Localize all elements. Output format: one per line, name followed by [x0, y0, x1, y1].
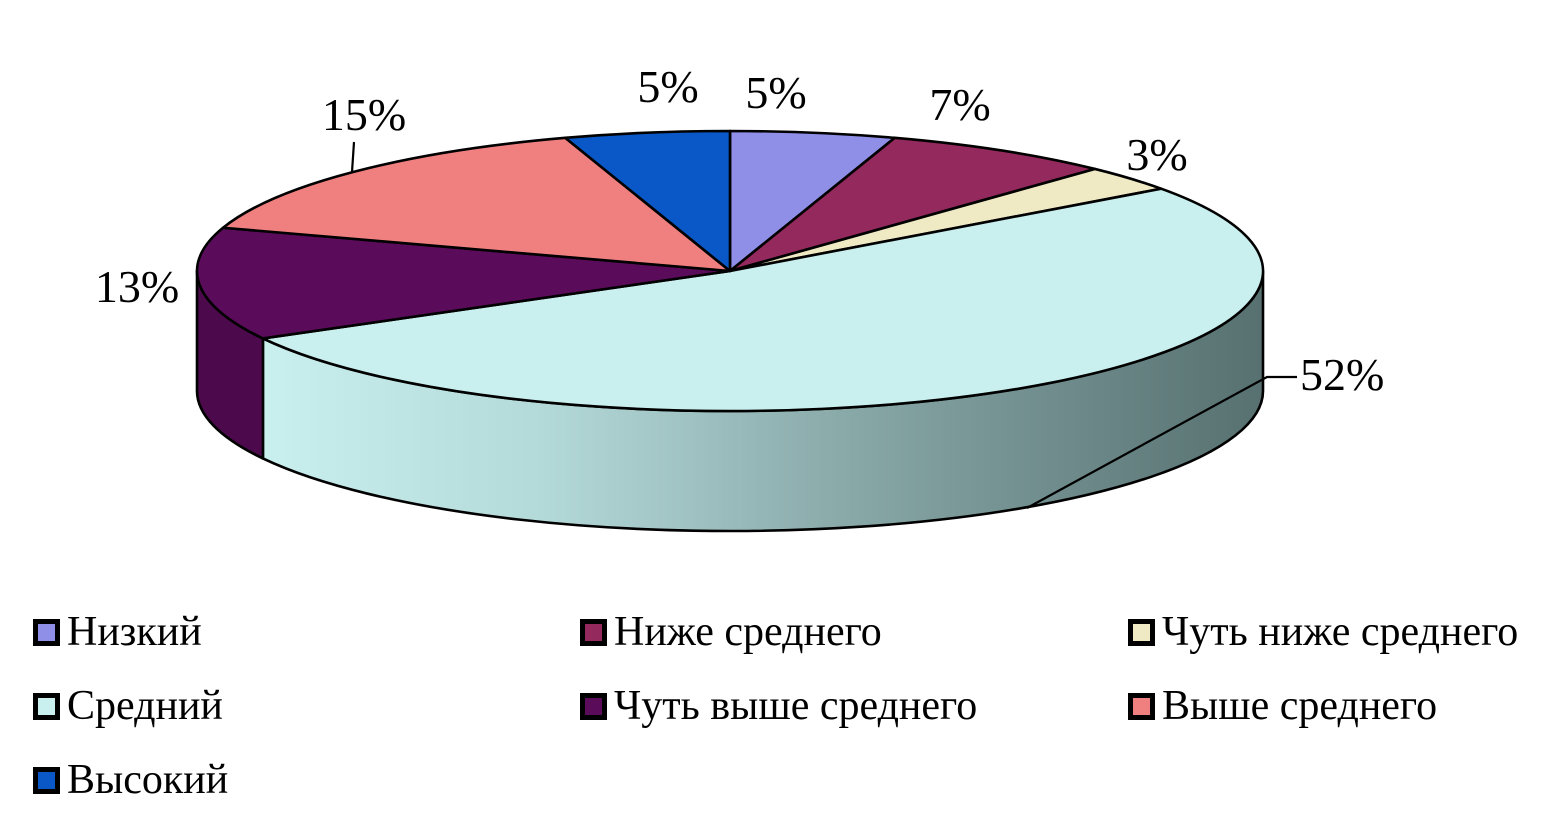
- legend-item: Чуть выше среднего: [580, 683, 977, 729]
- legend-label: Низкий: [67, 609, 202, 655]
- legend-swatch-icon: [580, 618, 607, 646]
- pie-slice: [221, 136, 732, 273]
- legend-label: Ниже среднего: [614, 609, 882, 655]
- pie-3d-canvas: 5% 7% 3% 52% 13% 15% 5%: [95, 61, 1384, 533]
- percent-label: 7%: [929, 79, 990, 130]
- percent-label: 3%: [1126, 129, 1187, 180]
- legend-label: Выше среднего: [1162, 683, 1438, 729]
- legend-item: Чуть ниже среднего: [1128, 609, 1518, 655]
- percent-label: 13%: [95, 261, 179, 312]
- percent-label: 15%: [322, 89, 406, 140]
- legend-swatch-icon: [33, 766, 60, 794]
- legend-swatch-icon: [1128, 618, 1155, 646]
- leader-line: [350, 141, 356, 173]
- pie-slice: [728, 129, 897, 273]
- legend-label: Высокий: [67, 757, 229, 803]
- legend-swatch-icon: [580, 692, 607, 720]
- legend-item: Выше среднего: [1128, 683, 1437, 729]
- percent-label: 5%: [745, 67, 806, 118]
- percent-label: 52%: [1300, 349, 1384, 400]
- legend-label: Чуть выше среднего: [614, 683, 978, 729]
- legend-swatch-icon: [33, 618, 60, 646]
- legend-item: Средний: [33, 683, 223, 729]
- pie-slice: [261, 187, 1265, 413]
- pie-slice: [563, 129, 732, 273]
- legend-label: Чуть ниже среднего: [1162, 609, 1519, 655]
- legend-item: Низкий: [33, 609, 202, 655]
- legend-swatch-icon: [33, 692, 60, 720]
- leader-line: [1026, 375, 1297, 509]
- legend-item: Ниже среднего: [580, 609, 882, 655]
- pie-slice: [195, 226, 732, 340]
- percent-label: 5%: [637, 61, 698, 112]
- legend-item: Высокий: [33, 757, 228, 803]
- pie-slice: [728, 136, 1097, 273]
- legend-swatch-icon: [1128, 692, 1155, 720]
- legend-label: Средний: [67, 683, 223, 729]
